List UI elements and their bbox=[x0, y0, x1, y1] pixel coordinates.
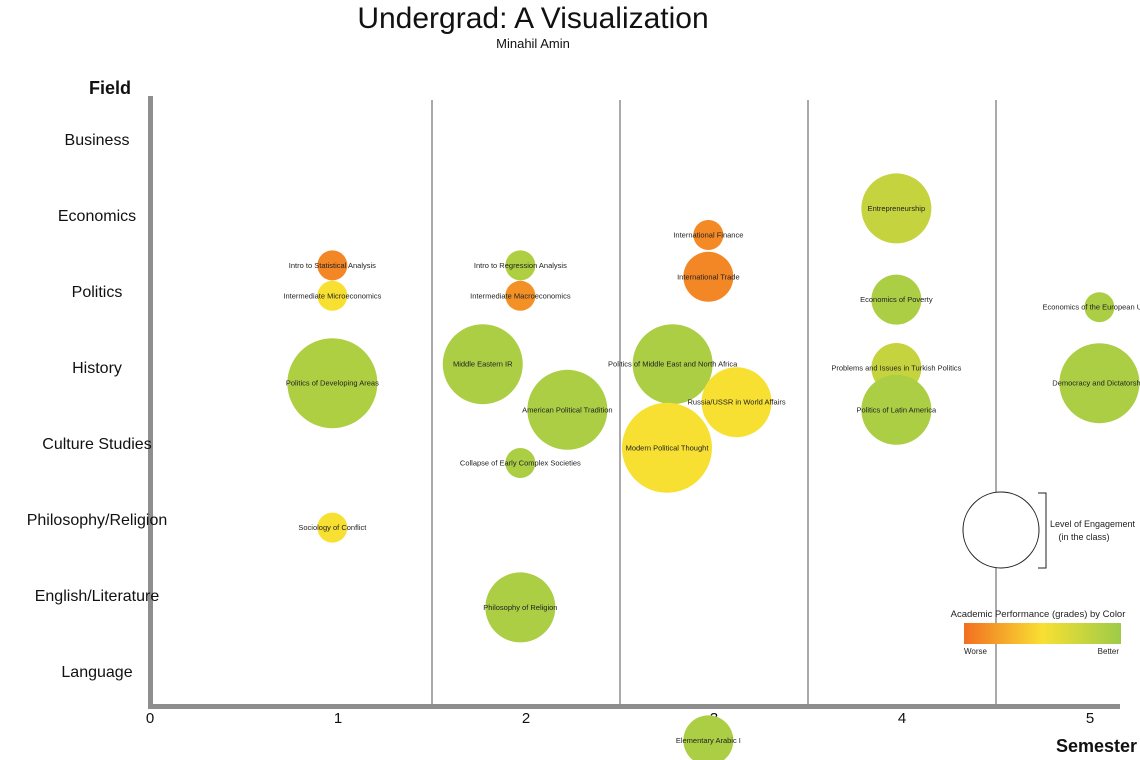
course-label: Intro to Regression Analysis bbox=[474, 261, 567, 270]
course-label: Intro to Statistical Analysis bbox=[289, 261, 376, 270]
course-bubble bbox=[485, 572, 556, 643]
course-bubble bbox=[861, 374, 932, 445]
course-bubbles: Intro to Statistical Analysis Intermediat… bbox=[283, 173, 1140, 760]
x-tick-label: 2 bbox=[522, 710, 530, 727]
x-tick-labels: 012345 bbox=[146, 710, 1094, 727]
course-bubble bbox=[1084, 292, 1115, 323]
legend-color-low: Worse bbox=[964, 647, 988, 656]
y-axis-line bbox=[148, 96, 153, 708]
y-tick-label: Economics bbox=[58, 208, 136, 225]
y-tick-label: Philosophy/Religion bbox=[27, 512, 168, 529]
course-label: Economics of Poverty bbox=[860, 295, 933, 304]
course-bubble bbox=[317, 512, 348, 543]
semester-separators bbox=[431, 100, 997, 704]
course-label: Economics of the European Union bbox=[1042, 303, 1140, 312]
legend-size-label: Level of Engagement bbox=[1050, 519, 1136, 529]
x-tick-label: 4 bbox=[898, 710, 906, 727]
course-bubble bbox=[861, 173, 932, 244]
x-tick-label: 5 bbox=[1086, 710, 1094, 727]
course-bubble bbox=[632, 324, 713, 405]
y-tick-label: Business bbox=[65, 132, 130, 149]
course-bubble bbox=[442, 324, 523, 405]
course-bubble bbox=[1059, 343, 1140, 424]
legend-size-bracket bbox=[1038, 492, 1047, 569]
chart-subtitle: Minahil Amin bbox=[496, 36, 570, 51]
legend-size-sublabel: (in the class) bbox=[1058, 532, 1109, 542]
course-label: Sociology of Conflict bbox=[298, 523, 367, 532]
course-bubble bbox=[317, 280, 348, 311]
legend-color-gradient bbox=[964, 623, 1121, 644]
course-bubble bbox=[317, 250, 348, 281]
x-axis-line bbox=[148, 704, 1120, 709]
course-bubble bbox=[527, 369, 608, 450]
legend-color-high: Better bbox=[1098, 647, 1120, 656]
course-label: Democracy and Dictatorship bbox=[1052, 379, 1140, 388]
course-bubble bbox=[622, 402, 712, 493]
course-label: Philosophy of Religion bbox=[483, 603, 557, 612]
legend-color-title: Academic Performance (grades) by Color bbox=[951, 609, 1126, 620]
x-tick-label: 0 bbox=[146, 710, 154, 727]
course-label: Collapse of Early Complex Societies bbox=[460, 459, 581, 468]
y-tick-label: History bbox=[72, 360, 122, 377]
y-tick-labels: Business Economics Politics History Culture … bbox=[27, 132, 168, 681]
course-label: Politics of Middle East and North Africa bbox=[608, 360, 738, 369]
axes bbox=[148, 96, 1120, 709]
course-label: Russia/USSR in World Affairs bbox=[688, 398, 786, 407]
course-bubble bbox=[683, 715, 734, 760]
course-label: Entrepreneurship bbox=[868, 204, 926, 213]
course-bubble bbox=[693, 220, 724, 250]
course-bubble bbox=[871, 274, 922, 325]
course-bubble bbox=[505, 250, 536, 281]
course-label: International Finance bbox=[673, 231, 743, 240]
course-label: Politics of Developing Areas bbox=[286, 379, 379, 388]
course-label: Intermediate Macroeconomics bbox=[470, 291, 571, 300]
course-bubble bbox=[683, 251, 734, 302]
x-axis-title: Semester bbox=[1056, 736, 1137, 756]
y-tick-label: Language bbox=[61, 664, 132, 681]
y-tick-label: English/Literature bbox=[35, 588, 160, 605]
legend-size-circle bbox=[962, 491, 1040, 569]
course-label: Middle Eastern IR bbox=[453, 360, 513, 369]
course-label: Modern Political Thought bbox=[626, 443, 710, 452]
y-tick-label: Culture Studies bbox=[42, 436, 151, 453]
course-bubble bbox=[505, 280, 536, 311]
course-label: American Political Tradition bbox=[522, 405, 612, 414]
legend: Level of Engagement (in the class) Acade… bbox=[951, 491, 1136, 656]
course-label: Problems and Issues in Turkish Politics bbox=[831, 364, 961, 373]
chart-title: Undergrad: A Visualization bbox=[357, 2, 708, 35]
course-label: International Trade bbox=[677, 272, 740, 281]
y-axis-title: Field bbox=[89, 78, 131, 98]
x-tick-label: 1 bbox=[334, 710, 342, 727]
course-label: Politics of Latin America bbox=[857, 405, 937, 414]
course-label: Elementary Arabic I bbox=[676, 736, 741, 745]
course-bubble bbox=[287, 338, 378, 429]
course-label: Intermediate Microeconomics bbox=[283, 291, 381, 300]
course-bubble bbox=[701, 367, 772, 438]
course-bubble bbox=[505, 448, 536, 478]
y-tick-label: Politics bbox=[72, 284, 123, 301]
